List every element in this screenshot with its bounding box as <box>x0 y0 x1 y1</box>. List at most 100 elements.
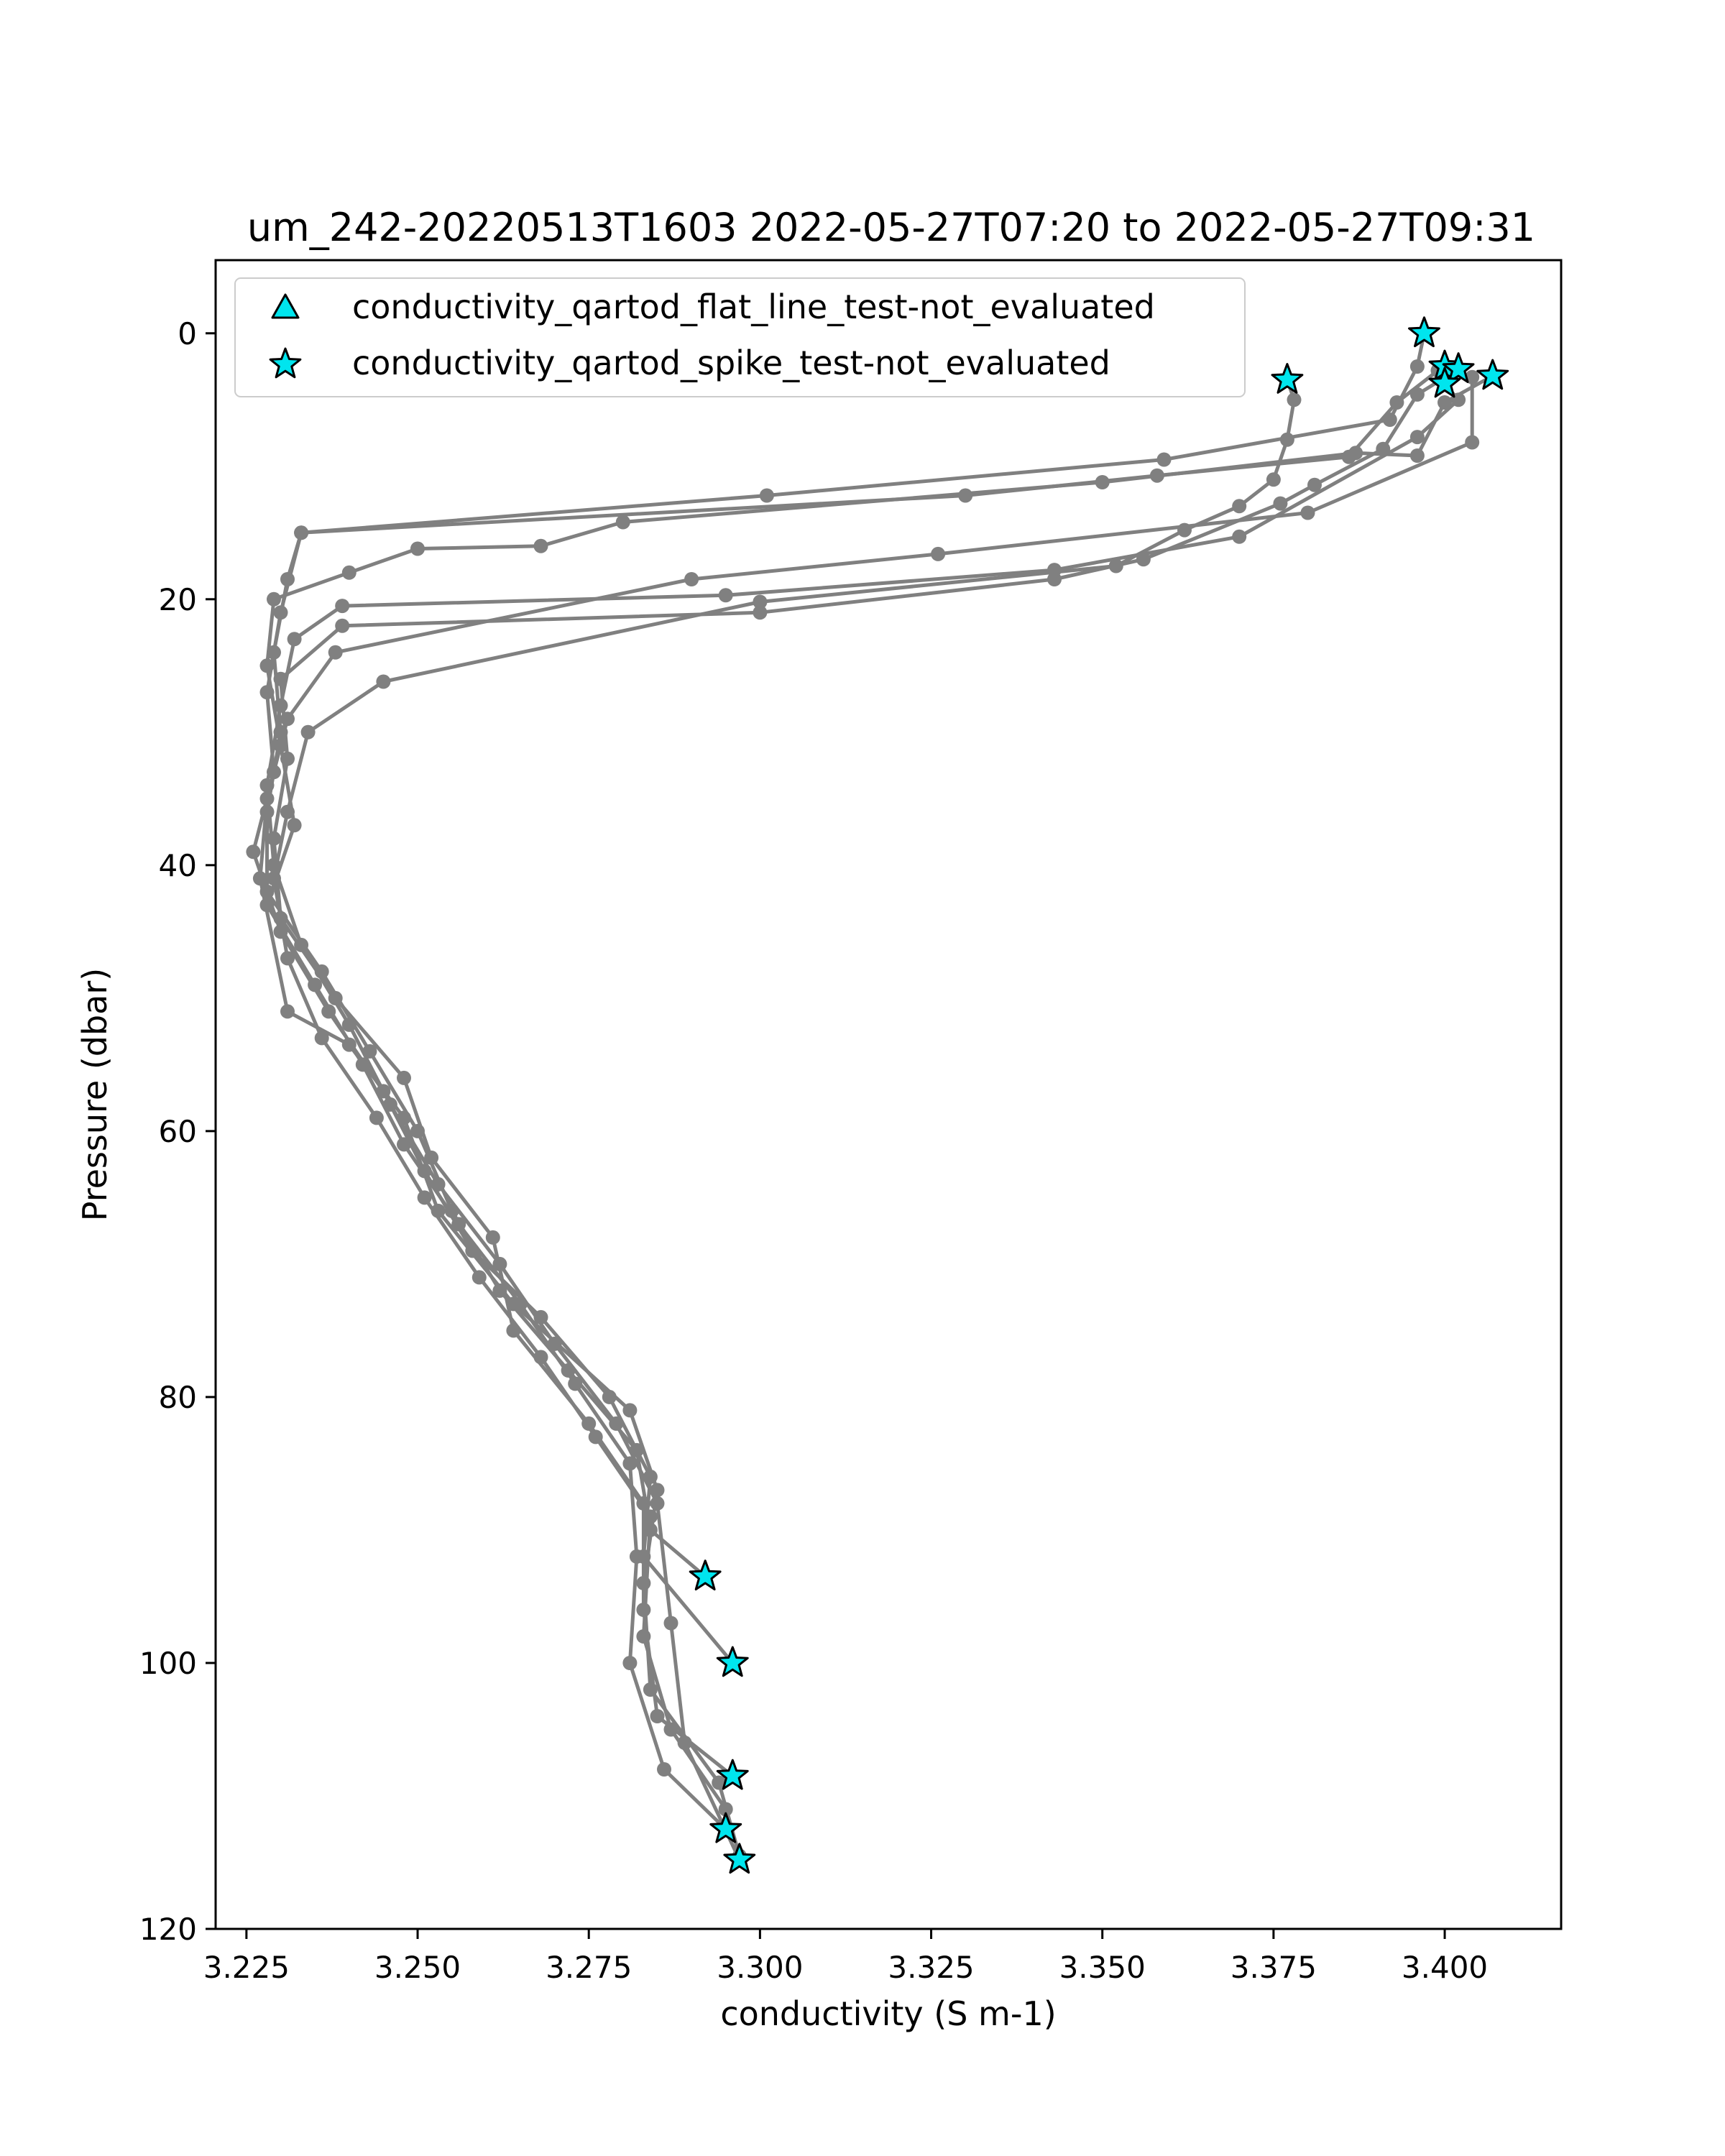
profile-line-5 <box>265 382 1460 1861</box>
profile-7-point-19 <box>712 1775 727 1790</box>
x-tick-label-6: 3.350 <box>1059 1950 1146 1985</box>
profile-4-point-3 <box>1409 448 1425 463</box>
profile-4-point-6 <box>615 515 630 530</box>
y-tick-label-4: 60 <box>159 1114 197 1149</box>
x-axis-ticks: 3.225 3.250 3.275 3.300 3.325 3.350 3.375 3.400 <box>203 1929 1488 1985</box>
profile-4-point-22 <box>629 1549 644 1564</box>
spike-flag-marker-3 <box>1442 352 1475 383</box>
profile-2-point-7 <box>273 605 288 620</box>
profile-7-point-6 <box>328 645 343 660</box>
profile-6-point-7 <box>1108 558 1123 573</box>
chart-title: um_242-20220513T1603 2022-05-27T07:20 to… <box>247 205 1535 250</box>
profile-4-point-9 <box>341 565 356 580</box>
profile-5-point-20 <box>663 1616 678 1631</box>
profile-6-point-9 <box>376 674 391 689</box>
profile-4-point-2 <box>1438 395 1452 410</box>
profile-4-point-4 <box>1348 446 1363 461</box>
profile-7-point-9 <box>252 871 267 886</box>
profile-7-point-18 <box>643 1682 658 1697</box>
profile-7-point-14 <box>506 1296 521 1312</box>
profile-6-point-18 <box>533 1350 548 1365</box>
x-tick-label-5: 3.325 <box>888 1950 974 1985</box>
profile-7-point-17 <box>636 1575 651 1590</box>
profile-6-point-10 <box>300 724 316 740</box>
profile-2-point-6 <box>294 525 309 540</box>
profile-7-point-3 <box>1300 505 1315 520</box>
y-axis-label: Pressure (dbar) <box>75 968 114 1221</box>
profile-5-point-15 <box>431 1176 446 1192</box>
profile-6-point-19 <box>588 1429 603 1445</box>
profile-7-point-15 <box>622 1403 638 1418</box>
profile-7-point-7 <box>280 711 295 727</box>
profile-7-point-16 <box>650 1483 665 1498</box>
profile-4-point-11 <box>259 658 275 673</box>
profile-4-point-7 <box>533 538 548 553</box>
profile-3-point-12 <box>267 831 281 846</box>
profile-6-point-14 <box>314 1031 329 1046</box>
profile-1-point-4 <box>1156 452 1172 467</box>
profile-4-point-20 <box>568 1376 583 1391</box>
profile-6-point-8 <box>753 594 768 609</box>
profile-5-point-16 <box>492 1256 507 1271</box>
profile-7-point-11 <box>341 1037 356 1052</box>
profile-3-point-16 <box>424 1150 439 1165</box>
axes-frame <box>214 259 1563 1930</box>
legend-star-symbol <box>269 347 302 379</box>
spike-flag-marker-11 <box>723 1843 756 1874</box>
x-axis-label: conductivity (S m-1) <box>720 1994 1056 2033</box>
plot-area <box>246 316 1509 1874</box>
profile-4-point-18 <box>451 1217 466 1232</box>
profile-5-point-9 <box>273 698 288 713</box>
profile-2-point-10 <box>246 844 261 860</box>
profile-6-point-15 <box>369 1110 384 1125</box>
x-tick-label-3: 3.275 <box>546 1950 632 1985</box>
profile-3-point-8 <box>753 605 768 620</box>
profile-7-point-1 <box>1465 369 1480 384</box>
x-tick-label-4: 3.300 <box>717 1950 803 1985</box>
x-tick-label-8: 3.400 <box>1402 1950 1488 1985</box>
profile-7-point-2 <box>1465 435 1480 450</box>
profile-7-point-4 <box>931 546 946 561</box>
legend-label-spike: conductivity_qartod_spike_test-not_evalu… <box>352 344 1110 382</box>
profile-3-point-17 <box>485 1230 500 1245</box>
profile-6-point-17 <box>472 1270 487 1285</box>
y-tick-label-5: 80 <box>159 1380 197 1415</box>
profile-4-point-23 <box>622 1656 638 1670</box>
profile-4-point-13 <box>287 818 302 833</box>
profile-3-point-4 <box>1307 477 1322 492</box>
profile-1-point-5 <box>759 488 774 503</box>
y-tick-label-7: 120 <box>139 1912 197 1947</box>
profile-6-point-4 <box>1266 472 1281 487</box>
legend: conductivity_qartod_flat_line_test-not_e… <box>234 277 1246 397</box>
profile-4-point-24 <box>657 1762 671 1777</box>
legend-star-marker <box>269 347 302 379</box>
profile-5-point-18 <box>609 1416 624 1431</box>
spike-flag-marker-8 <box>716 1646 749 1677</box>
profile-5-point-7 <box>335 599 350 614</box>
legend-triangle-marker <box>271 293 300 319</box>
y-tick-label-6: 100 <box>139 1646 197 1681</box>
profile-5-point-8 <box>287 632 302 647</box>
profile-3-point-5 <box>1273 496 1288 511</box>
profile-5-point-12 <box>294 937 309 952</box>
profile-1-point-2 <box>1409 359 1425 374</box>
profile-5-point-3 <box>1409 430 1425 445</box>
profile-3-point-2 <box>1409 387 1425 402</box>
profile-6-point-22 <box>663 1722 678 1737</box>
profile-5-point-6 <box>718 588 733 603</box>
spike-flag-marker-1 <box>1408 316 1440 348</box>
profile-7-point-13 <box>431 1203 446 1218</box>
profile-7-point-10 <box>280 1004 295 1019</box>
profile-5-point-13 <box>341 1017 356 1032</box>
x-tick-label-1: 3.225 <box>203 1950 290 1985</box>
profile-4-point-15 <box>308 977 323 992</box>
legend-label-flat-line: conductivity_qartod_flat_line_test-not_e… <box>352 287 1155 326</box>
y-tick-label-3: 40 <box>159 848 197 883</box>
profile-6-point-3 <box>1279 432 1294 447</box>
profile-3-point-15 <box>397 1070 411 1085</box>
spike-flag-marker-4 <box>1476 359 1509 390</box>
profile-4-point-5 <box>1095 475 1110 489</box>
spike-flag-marker-10 <box>709 1812 742 1843</box>
profile-4-point-17 <box>397 1137 411 1152</box>
legend-triangle-symbol <box>271 293 300 319</box>
